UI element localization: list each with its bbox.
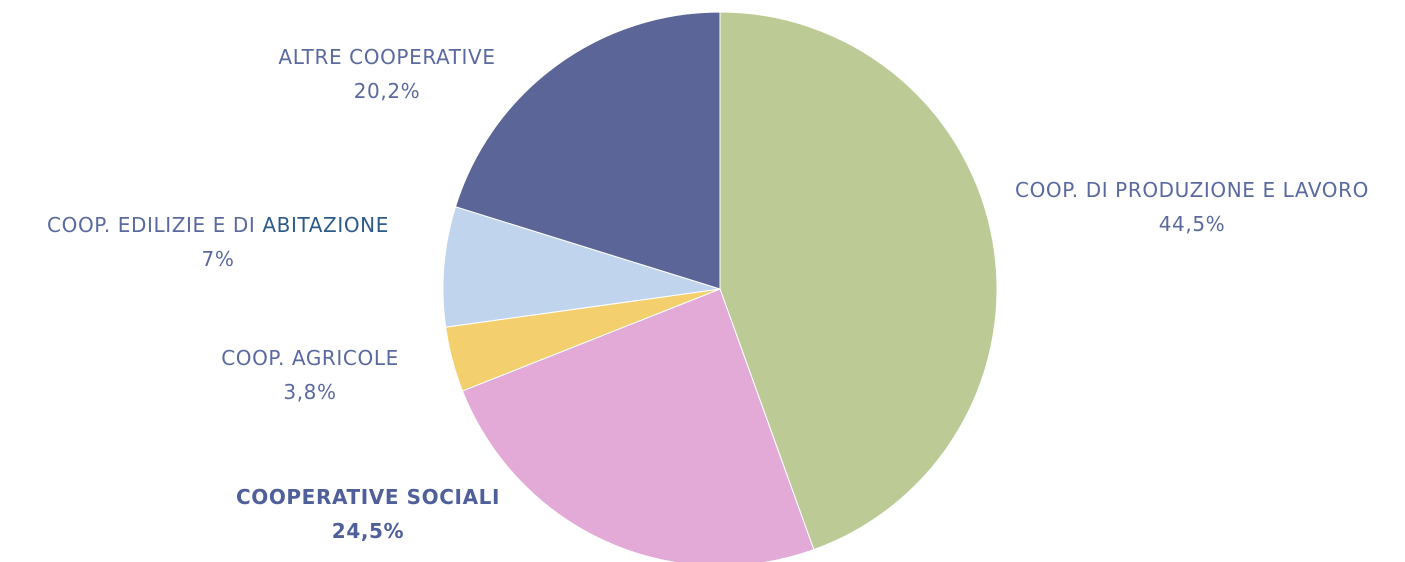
label-coop-produzione-lavoro: COOP. DI PRODUZIONE E LAVORO 44,5% bbox=[1015, 173, 1369, 241]
slice-coop-edilizie-abitazione bbox=[442, 206, 721, 328]
label-coop-edilizie-abitazione-value: 7% bbox=[201, 247, 235, 271]
label-cooperative-sociali-name: COOPERATIVE SOCIALI bbox=[235, 485, 501, 509]
label-coop-agricole-value: 3,8% bbox=[283, 380, 337, 404]
label-coop-edilizie-abitazione: COOP. EDILIZIE E DI ABITAZIONE 7% bbox=[47, 208, 389, 276]
label-coop-agricole-name: COOP. AGRICOLE bbox=[221, 346, 399, 370]
label-cooperative-sociali: COOPERATIVE SOCIALI 24,5% bbox=[236, 480, 500, 548]
label-coop-produzione-lavoro-name: COOP. DI PRODUZIONE E LAVORO bbox=[1015, 178, 1369, 202]
slice-altre-cooperative bbox=[454, 11, 721, 290]
label-coop-edilizie-abitazione-name: COOP. EDILIZIE E DI ABITAZIONE bbox=[47, 208, 389, 242]
label-altre-cooperative-name: ALTRE COOPERATIVE bbox=[278, 45, 496, 69]
slice-coop-produzione-lavoro bbox=[719, 11, 998, 551]
label-coop-produzione-lavoro-value: 44,5% bbox=[1158, 212, 1226, 236]
label-altre-cooperative: ALTRE COOPERATIVE 20,2% bbox=[278, 40, 495, 108]
label-coop-agricole: COOP. AGRICOLE 3,8% bbox=[221, 341, 399, 409]
label-cooperative-sociali-value: 24,5% bbox=[331, 519, 405, 543]
label-altre-cooperative-value: 20,2% bbox=[353, 79, 421, 103]
label-coop-edilizie-part2: ABITAZIONE bbox=[262, 213, 389, 237]
slice-cooperative-sociali bbox=[461, 288, 815, 562]
label-coop-edilizie-part1: COOP. EDILIZIE E DI bbox=[47, 213, 263, 237]
